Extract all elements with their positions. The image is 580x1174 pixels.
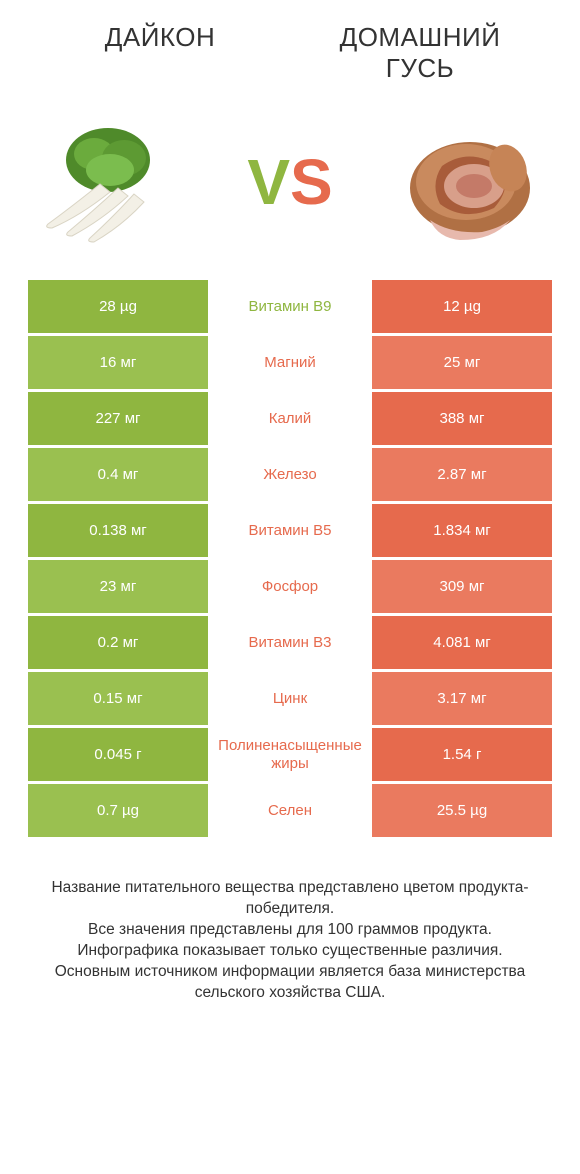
nutrient-label: Магний xyxy=(208,336,372,389)
table-row: 0.7 µgСелен25.5 µg xyxy=(28,784,552,840)
titles-row: ДАЙКОН ДОМАШНИЙ ГУСЬ xyxy=(0,0,580,94)
table-row: 23 мгФосфор309 мг xyxy=(28,560,552,616)
value-right: 2.87 мг xyxy=(372,448,552,501)
value-left: 23 мг xyxy=(28,560,208,613)
value-right: 309 мг xyxy=(372,560,552,613)
title-right: ДОМАШНИЙ ГУСЬ xyxy=(290,22,550,84)
footer-note: Название питательного вещества представл… xyxy=(0,840,580,1004)
vs-separator: V S xyxy=(247,150,332,214)
value-left: 0.045 г xyxy=(28,728,208,781)
table-row: 16 мгМагний25 мг xyxy=(28,336,552,392)
value-right: 1.834 мг xyxy=(372,504,552,557)
value-left: 0.4 мг xyxy=(28,448,208,501)
value-right: 3.17 мг xyxy=(372,672,552,725)
nutrient-label: Полиненасыщенные жиры xyxy=(208,728,372,781)
table-row: 0.4 мгЖелезо2.87 мг xyxy=(28,448,552,504)
table-row: 227 мгКалий388 мг xyxy=(28,392,552,448)
value-right: 12 µg xyxy=(372,280,552,333)
value-right: 4.081 мг xyxy=(372,616,552,669)
table-row: 0.2 мгВитамин B34.081 мг xyxy=(28,616,552,672)
value-right: 25 мг xyxy=(372,336,552,389)
table-row: 0.15 мгЦинк3.17 мг xyxy=(28,672,552,728)
nutrient-label: Фосфор xyxy=(208,560,372,613)
image-row: V S xyxy=(0,94,580,280)
vs-v-letter: V xyxy=(247,150,290,214)
value-left: 227 мг xyxy=(28,392,208,445)
value-left: 0.15 мг xyxy=(28,672,208,725)
title-left: ДАЙКОН xyxy=(30,22,290,84)
table-row: 28 µgВитамин B912 µg xyxy=(28,280,552,336)
nutrient-label: Калий xyxy=(208,392,372,445)
value-left: 16 мг xyxy=(28,336,208,389)
nutrient-label: Железо xyxy=(208,448,372,501)
value-left: 0.7 µg xyxy=(28,784,208,837)
nutrient-label: Витамин B3 xyxy=(208,616,372,669)
comparison-table: 28 µgВитамин B912 µg16 мгМагний25 мг227 … xyxy=(0,280,580,840)
table-row: 0.045 гПолиненасыщенные жиры1.54 г xyxy=(28,728,552,784)
value-left: 0.2 мг xyxy=(28,616,208,669)
nutrient-label: Цинк xyxy=(208,672,372,725)
value-left: 28 µg xyxy=(28,280,208,333)
value-right: 1.54 г xyxy=(372,728,552,781)
value-right: 388 мг xyxy=(372,392,552,445)
vs-s-letter: S xyxy=(290,150,333,214)
left-product-image xyxy=(30,112,190,252)
nutrient-label: Витамин B5 xyxy=(208,504,372,557)
value-right: 25.5 µg xyxy=(372,784,552,837)
value-left: 0.138 мг xyxy=(28,504,208,557)
table-row: 0.138 мгВитамин B51.834 мг xyxy=(28,504,552,560)
nutrient-label: Селен xyxy=(208,784,372,837)
nutrient-label: Витамин B9 xyxy=(208,280,372,333)
right-product-image xyxy=(390,112,550,252)
infographic-root: ДАЙКОН ДОМАШНИЙ ГУСЬ V xyxy=(0,0,580,1174)
